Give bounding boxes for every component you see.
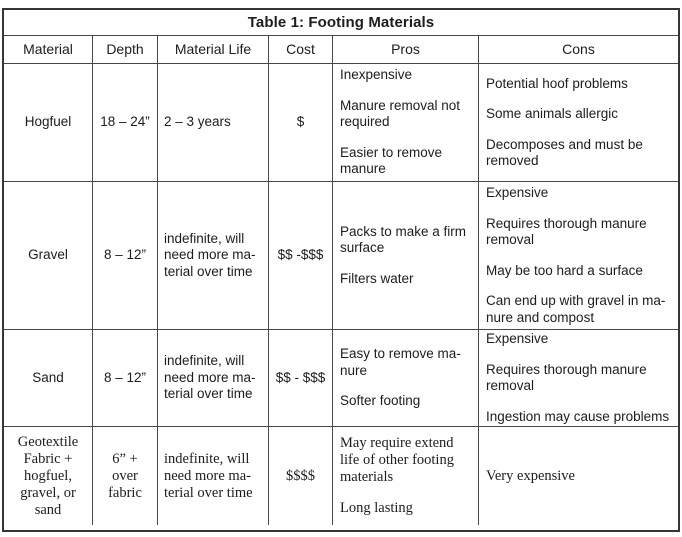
cell-pros: Packs to make a firm surface Filters wat… [332, 182, 478, 329]
column-header-cons: Cons [478, 36, 678, 63]
pros-item: Manure removal not required [340, 97, 461, 130]
cell-material: Hogfuel [24, 114, 72, 130]
cell-cost: $$ - $$$ [268, 330, 332, 426]
column-header-material-life: Material Life [157, 36, 268, 63]
cell-cost: $$ -$$$ [268, 182, 332, 329]
cell-cons: Very expensive [478, 427, 678, 525]
cons-item: Potential hoof problems [486, 75, 628, 91]
cell-material: Gravel [28, 247, 68, 263]
cell-pros: Easy to remove ma- nure Softer footing [332, 330, 478, 426]
pros-item: Filters water [340, 270, 414, 286]
table-title: Table 1: Footing Materials [247, 14, 435, 31]
column-header-pros: Pros [332, 36, 478, 63]
cons-item: Requires thorough manure removal [486, 215, 647, 248]
table-row-gravel: Gravel 8 – 12” indefinite, will need mor… [4, 181, 678, 329]
pros-item: Inexpensive [340, 67, 413, 83]
cell-cost: $$$$ [268, 427, 332, 525]
pros-item: Easy to remove ma- nure [340, 346, 461, 378]
table-row-sand: Sand 8 – 12” indefinite, will need more … [4, 329, 678, 426]
cons-item: Expensive [486, 331, 549, 346]
cell-cons: Potential hoof problems Some animals all… [478, 64, 678, 181]
cell-material: Geotextile Fabric + hogfuel, gravel, or … [17, 433, 79, 518]
cons-item: Very expensive [486, 467, 575, 484]
cell-depth: 8 – 12” [92, 330, 157, 426]
pros-item: Long lasting [340, 500, 413, 516]
table-row-hogfuel: Hogfuel 18 – 24” 2 – 3 years $ Inexpensi… [4, 63, 678, 181]
table-title-row: Table 1: Footing Materials [4, 10, 678, 35]
footing-materials-table: Table 1: Footing Materials Material Dept… [2, 8, 680, 532]
cell-cost: $ [268, 64, 332, 181]
pros-item: May require extend life of other footing… [340, 435, 454, 485]
cell-material: Sand [32, 369, 64, 385]
cell-pros: Inexpensive Manure removal not required … [332, 64, 478, 181]
cons-item: Requires thorough manure removal [486, 361, 647, 394]
column-header-material: Material [23, 41, 73, 58]
cell-cons: Expensive Requires thorough manure remov… [478, 182, 678, 329]
pros-item: Packs to make a firm surface [340, 223, 467, 256]
table-row-geotextile-fabric: Geotextile Fabric + hogfuel, gravel, or … [4, 426, 678, 525]
table-header-row: Material Depth Material Life Cost Pros C… [4, 35, 678, 63]
column-header-depth: Depth [92, 36, 157, 63]
cons-item: May be too hard a surface [486, 262, 643, 278]
pros-item: Easier to remove manure [340, 144, 443, 177]
cell-material-life: indefinite, will need more ma- terial ov… [157, 330, 268, 426]
cons-item: Can end up with gravel in ma- nure and c… [486, 293, 666, 325]
cell-material-life: indefinite, will need more ma- terial ov… [157, 427, 268, 525]
column-header-cost: Cost [268, 36, 332, 63]
cons-item: Ingestion may cause problems [486, 408, 670, 424]
cons-item: Some animals allergic [486, 106, 619, 121]
cell-pros: May require extend life of other footing… [332, 427, 478, 525]
cell-material-life: 2 – 3 years [157, 64, 268, 181]
cons-item: Expensive [486, 185, 549, 200]
cons-item: Decomposes and must be removed [486, 136, 643, 169]
cell-depth: 8 – 12” [92, 182, 157, 329]
cell-cons: Expensive Requires thorough manure remov… [478, 330, 678, 426]
cell-depth: 18 – 24” [92, 64, 157, 181]
pros-item: Softer footing [340, 393, 421, 409]
cell-material-life: indefinite, will need more ma- terial ov… [157, 182, 268, 329]
cell-depth: 6” + over fabric [92, 427, 157, 525]
